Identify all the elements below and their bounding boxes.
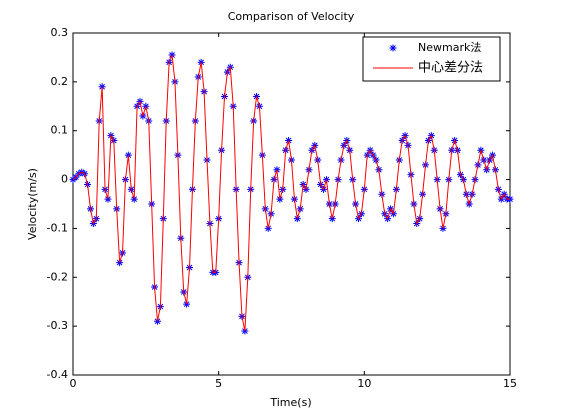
x-tick-label: 10	[357, 377, 371, 390]
y-tick-label: 0.2	[51, 75, 69, 88]
legend-label: 中心差分法	[418, 61, 483, 76]
y-tick-label: -0.3	[47, 319, 68, 332]
plot-area	[72, 32, 511, 376]
x-axis-label: Time(s)	[269, 396, 311, 409]
x-tick-label: 0	[70, 377, 77, 390]
x-tick-label: 15	[503, 377, 517, 390]
legend-box	[362, 36, 501, 82]
y-tick-label: -0.4	[47, 368, 68, 381]
series-line	[72, 54, 510, 332]
y-tick-label: -0.2	[47, 270, 68, 283]
x-tick-label: 5	[215, 377, 222, 390]
y-tick-label: 0	[61, 173, 68, 186]
y-tick-label: 0.1	[51, 124, 69, 137]
y-axis-label: Velocity(m/s)	[26, 168, 39, 240]
y-tick-label: 0.3	[51, 26, 69, 39]
chart-title: Comparison of Velocity	[228, 10, 355, 23]
y-tick-label: -0.1	[47, 221, 68, 234]
legend-label: Newmark法	[418, 40, 481, 54]
legend-marker	[389, 44, 397, 52]
